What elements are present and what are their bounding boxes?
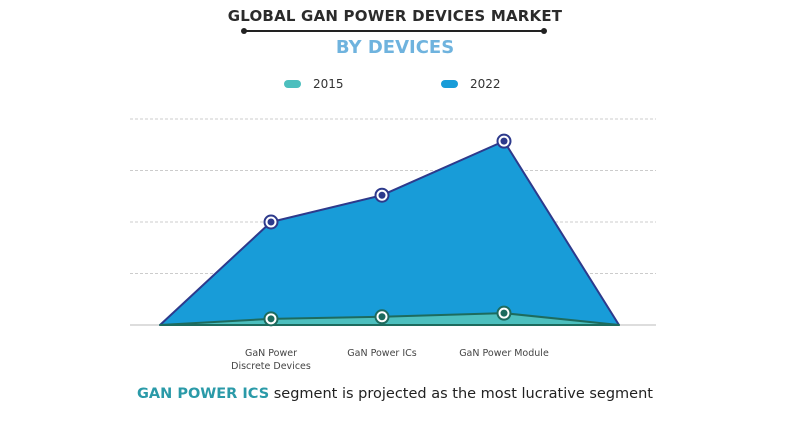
x-tick-label: GaN Power — [245, 348, 297, 359]
legend-item-2022: 2022 — [441, 77, 501, 91]
data-point-dot-2022 — [267, 218, 275, 226]
x-tick-label: Discrete Devices — [231, 361, 311, 372]
data-point-dot-2022 — [378, 191, 386, 199]
legend-swatch-2015 — [284, 80, 301, 88]
legend-item-2015: 2015 — [284, 77, 344, 91]
title-divider — [241, 28, 547, 34]
area-series-2022 — [159, 140, 620, 326]
chart-subtitle: BY DEVICES — [335, 37, 455, 58]
footer-text: segment is projected as the most lucrati… — [269, 386, 653, 402]
legend-label-2022: 2022 — [470, 77, 501, 91]
legend-label-2015: 2015 — [313, 77, 344, 91]
data-point-dot-2015 — [267, 315, 275, 323]
chart-title: GLOBAL GAN POWER DEVICES MARKET — [227, 7, 563, 25]
chart-footer: GAN POWER ICS segment is projected as th… — [0, 386, 790, 402]
legend-swatch-2022 — [441, 80, 458, 88]
data-point-dot-2015 — [378, 313, 386, 321]
x-tick-label: GaN Power Module — [459, 348, 549, 359]
data-point-dot-2022 — [500, 137, 508, 145]
x-tick-label: GaN Power ICs — [347, 348, 416, 359]
footer-highlight: GAN POWER ICS — [137, 386, 270, 402]
data-point-dot-2015 — [500, 309, 508, 317]
